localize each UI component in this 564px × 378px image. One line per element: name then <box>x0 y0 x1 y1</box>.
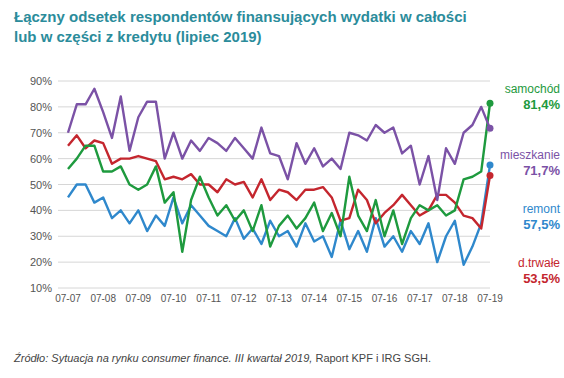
value-label: 57,5% <box>523 217 560 232</box>
grid-line <box>58 262 490 263</box>
y-tick-label: 30% <box>30 230 52 242</box>
x-tick-label: 07-12 <box>231 293 257 304</box>
end-point <box>487 100 494 107</box>
value-label: 71,7% <box>523 163 560 178</box>
y-tick-label: 90% <box>30 75 52 87</box>
x-tick-label: 07-18 <box>442 293 468 304</box>
x-tick-label: 07-19 <box>477 293 503 304</box>
series-line <box>68 165 490 265</box>
series-line <box>68 135 490 228</box>
y-tick-label: 80% <box>30 101 52 113</box>
title: Łączny odsetek respondentów finansującyc… <box>14 8 467 45</box>
series-label: remont <box>523 202 561 216</box>
series-label: samochód <box>505 82 560 96</box>
series-line <box>68 89 490 200</box>
value-label: 53,5% <box>523 271 560 286</box>
series-label: d.trwałe <box>518 256 560 270</box>
x-tick-label: 07-14 <box>301 293 327 304</box>
series-line <box>68 103 490 252</box>
y-tick-label: 60% <box>30 153 52 165</box>
y-tick-label: 70% <box>30 127 52 139</box>
grid-line <box>58 210 490 211</box>
end-point <box>487 162 494 169</box>
grid-line <box>58 184 490 185</box>
y-tick-label: 50% <box>30 179 52 191</box>
source: Źródło: Sytuacja na rynku consumer finan… <box>13 352 431 364</box>
chart: Łączny odsetek respondentów finansującyc… <box>0 0 564 378</box>
y-tick-label: 10% <box>30 282 52 294</box>
y-tick-label: 20% <box>30 256 52 268</box>
grid-line <box>58 81 490 82</box>
end-point <box>487 125 494 132</box>
source-normal: Raport KPF i IRG SGH. <box>312 352 431 364</box>
plot-area <box>68 89 494 265</box>
grid-line <box>58 288 490 289</box>
x-tick-label: 07-15 <box>337 293 363 304</box>
x-tick-label: 07-08 <box>90 293 116 304</box>
x-tick-label: 07-07 <box>55 293 81 304</box>
x-tick-label: 07-17 <box>407 293 433 304</box>
x-tick-label: 07-13 <box>266 293 292 304</box>
x-tick-label: 07-10 <box>161 293 187 304</box>
series-label: mieszkanie <box>500 148 560 162</box>
y-tick-label: 40% <box>30 204 52 216</box>
source-italic: Źródło: Sytuacja na rynku consumer finan… <box>13 352 312 364</box>
grid-line <box>58 132 490 133</box>
x-tick-label: 07-09 <box>126 293 152 304</box>
end-point <box>487 172 494 179</box>
x-tick-label: 07-11 <box>196 293 221 304</box>
grid <box>58 81 490 288</box>
chart-root: Łączny odsetek respondentów finansującyc… <box>0 0 564 378</box>
value-label: 81,4% <box>523 97 560 112</box>
x-tick-label: 07-16 <box>372 293 398 304</box>
